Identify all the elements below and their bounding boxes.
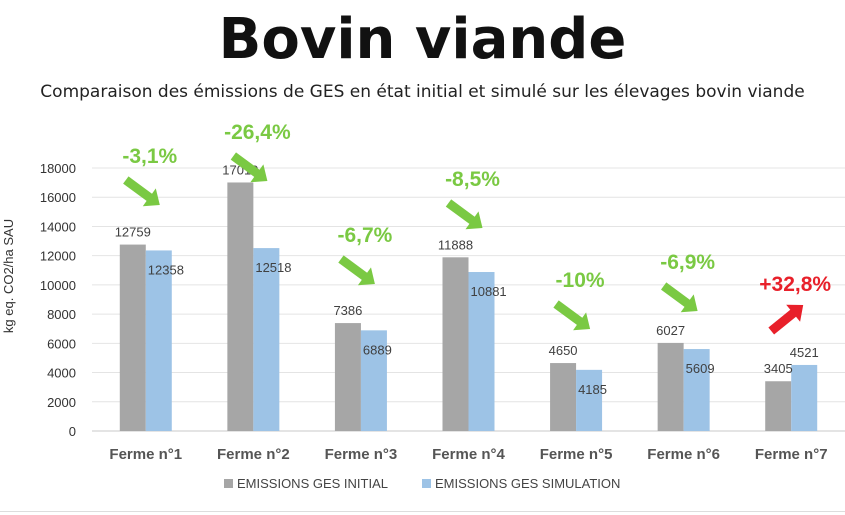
bottom-divider xyxy=(0,511,845,512)
legend-swatch-simulation xyxy=(422,479,431,488)
bar-simulation xyxy=(683,349,710,431)
data-label: 4185 xyxy=(578,382,607,397)
y-tick-label: 2000 xyxy=(47,395,76,410)
data-labels: 1275912358170101251873866889118881088146… xyxy=(115,162,819,396)
change-label: -6,9% xyxy=(660,251,715,274)
legend-label: EMISSIONS GES INITIAL xyxy=(237,476,388,491)
data-label: 11888 xyxy=(438,237,473,252)
change-label: -6,7% xyxy=(337,224,392,247)
change-annotations: -3,1% -26,4% -6,7% -8,5% -10% -6,9% +32,8% xyxy=(122,121,831,335)
x-axis-ticks: Ferme n°1 Ferme n°2 Ferme n°3 Ferme n°4 Ferm… xyxy=(109,446,827,463)
bar-simulation xyxy=(468,272,495,431)
bars xyxy=(119,182,818,431)
bar-simulation xyxy=(145,250,172,431)
x-tick-label: Ferme n°2 xyxy=(217,446,290,463)
x-tick-label: Ferme n°3 xyxy=(325,446,398,463)
y-tick-label: 10000 xyxy=(40,278,76,293)
data-label: 12759 xyxy=(115,225,151,240)
y-tick-label: 8000 xyxy=(47,307,76,322)
data-label: 6889 xyxy=(363,342,392,357)
bar-initial xyxy=(119,244,146,431)
y-axis-ticks: 0 2000 4000 6000 8000 10000 12000 14000 16000 180… xyxy=(40,161,76,439)
bar-initial xyxy=(550,363,577,431)
data-label: 6027 xyxy=(656,323,685,338)
page-subtitle: Comparaison des émissions de GES en état… xyxy=(40,82,805,102)
legend: EMISSIONS GES INITIAL EMISSIONS GES SIMUL… xyxy=(224,476,620,491)
y-tick-label: 12000 xyxy=(40,249,76,264)
data-label: 4650 xyxy=(549,343,578,358)
data-label: 4521 xyxy=(790,345,819,360)
y-tick-label: 18000 xyxy=(40,161,76,176)
arrow-down-icon xyxy=(338,255,375,286)
x-tick-label: Ferme n°5 xyxy=(540,446,613,463)
change-label: -3,1% xyxy=(122,145,177,168)
y-tick-label: 0 xyxy=(69,424,76,439)
y-tick-label: 14000 xyxy=(40,219,76,234)
bar-simulation xyxy=(791,364,818,431)
data-label: 12358 xyxy=(148,262,184,277)
change-label: -8,5% xyxy=(445,168,500,191)
bar-initial xyxy=(334,323,361,431)
data-label: 7386 xyxy=(333,303,362,318)
data-label: 12518 xyxy=(255,260,291,275)
legend-swatch-initial xyxy=(224,479,233,488)
arrow-down-icon xyxy=(123,176,160,207)
bar-initial xyxy=(442,257,469,431)
change-label: -26,4% xyxy=(224,121,291,144)
bar-simulation xyxy=(360,330,387,431)
bar-initial xyxy=(765,381,792,431)
y-axis-label: kg eq. CO2/ha SAU xyxy=(1,219,16,333)
bar-initial xyxy=(227,182,254,431)
change-label: +32,8% xyxy=(759,273,831,296)
arrow-down-icon xyxy=(445,199,483,230)
data-label: 10881 xyxy=(471,284,507,299)
y-tick-label: 4000 xyxy=(47,366,76,381)
bar-initial xyxy=(657,342,684,431)
data-label: 3405 xyxy=(764,361,793,376)
x-tick-label: Ferme n°6 xyxy=(647,446,720,463)
data-label: 5609 xyxy=(686,361,715,376)
y-tick-label: 16000 xyxy=(40,190,76,205)
x-tick-label: Ferme n°4 xyxy=(432,446,505,463)
arrow-down-icon xyxy=(553,300,591,331)
legend-label: EMISSIONS GES SIMULATION xyxy=(435,476,620,491)
page-title: Bovin viande xyxy=(218,7,627,72)
arrow-up-icon xyxy=(768,304,804,335)
arrow-down-icon xyxy=(661,282,698,313)
y-tick-label: 6000 xyxy=(47,336,76,351)
bar-simulation xyxy=(576,369,603,431)
arrow-down-icon xyxy=(230,152,268,183)
bar-simulation xyxy=(253,248,280,431)
change-label: -10% xyxy=(556,269,605,292)
x-tick-label: Ferme n°1 xyxy=(109,446,182,463)
x-tick-label: Ferme n°7 xyxy=(755,446,828,463)
